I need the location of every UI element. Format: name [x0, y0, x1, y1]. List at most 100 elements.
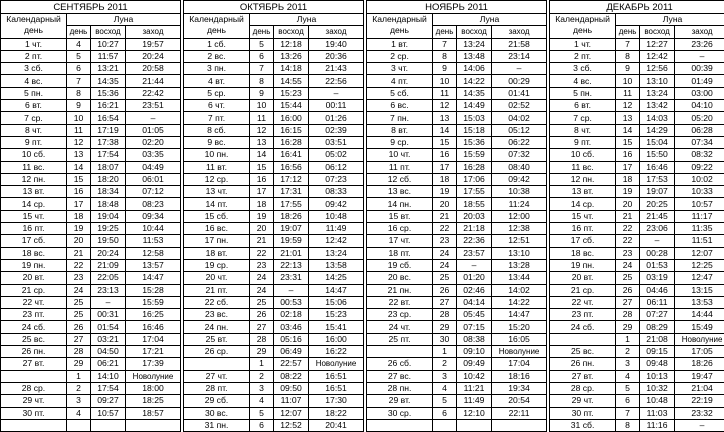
cal-day: 25 вс.	[0, 332, 67, 347]
moonrise: 17:38	[90, 135, 126, 150]
table-row: 20 чт. 24 23:31 14:25	[183, 271, 365, 285]
cal-day: 1 вт.	[366, 37, 434, 51]
moonset: 08:33	[308, 185, 365, 199]
moon-day: 17	[249, 185, 275, 199]
table-row: 13 вс. 19 17:55 10:38	[366, 185, 548, 199]
cal-day: 23 ср.	[366, 308, 434, 322]
moonset: 14:44	[674, 308, 724, 322]
moonrise: 05:16	[273, 332, 310, 347]
moon-day: 8	[615, 418, 641, 432]
moonrise: 14:06	[456, 62, 493, 76]
table-row: 16 пт. 22 23:06 11:35	[549, 222, 724, 236]
table-row: 20 вт. 23 22:05 14:47	[0, 271, 182, 285]
moonset: 12:07	[674, 246, 724, 260]
moon-day: 18	[432, 172, 458, 187]
table-row: 26 пн. 28 04:50 17:21	[0, 345, 182, 359]
moonset: 13:15	[674, 283, 724, 297]
table-row: 2 пт. 8 12:42–	[549, 49, 724, 64]
moonrise: 15:18	[456, 123, 493, 137]
cal-day: 6 чт.	[183, 99, 251, 113]
moonrise: 19:04	[90, 209, 126, 224]
moonset: 12:00	[491, 209, 548, 224]
moonrise: 21:08	[639, 332, 676, 347]
moonset: 18:22	[308, 406, 365, 420]
cal-day: 14 ср.	[549, 197, 617, 211]
table-row: 12 пн. 15 18:20 06:01	[0, 172, 182, 187]
cal-day: 26 ср.	[183, 345, 251, 359]
moonset: 10:38	[491, 185, 548, 199]
cal-day: 17 чт.	[366, 234, 434, 248]
moonrise: 13:21	[90, 62, 126, 76]
cal-day: 18 пт.	[366, 246, 434, 260]
moonrise: 12:42	[639, 49, 676, 64]
moon-day: 26	[66, 320, 91, 334]
moonrise: 00:28	[639, 246, 676, 260]
moon-day: 15	[66, 172, 91, 187]
table-row: 4 вт. 8 14:55 22:56	[183, 74, 365, 88]
moonrise-header: восход	[273, 25, 310, 39]
table-row: 14 пт. 18 17:55 09:42	[183, 197, 365, 211]
cal-day: 30 пт.	[549, 406, 617, 420]
moonset: 20:41	[308, 418, 365, 432]
moon-day: 11	[249, 111, 275, 125]
moon-day: 6	[249, 49, 275, 64]
cal-day: 19 пн.	[0, 258, 67, 273]
moonrise: 16:56	[273, 160, 310, 174]
moonrise: 14:03	[639, 111, 676, 125]
moonset: 07:34	[674, 135, 724, 150]
moonset: 13:53	[674, 295, 724, 310]
moonrise: 14:35	[90, 74, 126, 88]
moon-day: 13	[615, 111, 641, 125]
moonrise: 18:07	[90, 160, 126, 174]
table-row: 22 чт. 25–15:59	[0, 295, 182, 310]
moonset-header: заход	[124, 25, 182, 39]
cal-day: 1 сб.	[183, 37, 251, 51]
moon-day: 30	[432, 332, 458, 347]
moonset: 19:57	[124, 37, 182, 51]
moonset: Новолуние	[308, 357, 365, 371]
moonrise: 02:46	[456, 283, 493, 297]
moonrise	[456, 418, 493, 432]
moon-day: 12	[249, 123, 275, 137]
cal-day: 2 пт.	[549, 49, 617, 64]
moonrise: 23:06	[639, 222, 676, 236]
moonrise-header: восход	[639, 25, 676, 39]
cal-day: 14 пн.	[366, 197, 434, 211]
moon-day: 13	[432, 111, 458, 125]
month-title: ОКТЯБРЬ 2011	[183, 0, 365, 14]
cal-day: 1 чт.	[0, 37, 67, 51]
table-row: 26 ср. 29 06:49 16:22	[183, 345, 365, 359]
moon-day: 15	[615, 135, 641, 150]
moonset: 23:26	[674, 37, 724, 51]
cal-day: 16 пт.	[0, 222, 67, 236]
moonset: 08:32	[674, 148, 724, 162]
table-row: 1 сб. 5 12:18 19:40	[183, 37, 365, 51]
moonset: 19:40	[308, 37, 365, 51]
moon-day: 6	[249, 418, 275, 432]
moon-day: 26	[249, 308, 275, 322]
moonrise: 14:10	[90, 369, 126, 383]
moon-day-header: день	[615, 25, 641, 39]
table-row: 19 пн. 22 21:09 13:57	[0, 258, 182, 273]
cal-day: 21 ср.	[549, 283, 617, 297]
cal-day: 3 чт.	[366, 62, 434, 76]
moon-day: 10	[432, 74, 458, 88]
cal-day: 11 вт.	[183, 160, 251, 174]
cal-day: 31 сб.	[549, 418, 617, 432]
table-row: 17 чт. 23 22:36 12:51	[366, 234, 548, 248]
cal-day: 29 вт.	[366, 394, 434, 408]
moon-day	[66, 418, 91, 432]
cal-day: 9 пт.	[0, 135, 67, 150]
table-row: 9 вс. 13 16:28 03:51	[183, 135, 365, 150]
cal-day: 16 ср.	[366, 222, 434, 236]
cal-day: 19 пн.	[549, 258, 617, 273]
moonrise: 01:54	[90, 320, 126, 334]
moonrise: 17:31	[273, 185, 310, 199]
table-row: 5 пн. 8 15:36 22:42	[0, 86, 182, 101]
moonrise: 22:13	[273, 258, 310, 273]
cal-day: 19 ср.	[183, 258, 251, 273]
moonrise: 22:05	[90, 271, 126, 285]
cal-day: 22 чт.	[549, 295, 617, 310]
moonrise: 10:27	[90, 37, 126, 51]
moonrise: 12:10	[456, 406, 493, 420]
